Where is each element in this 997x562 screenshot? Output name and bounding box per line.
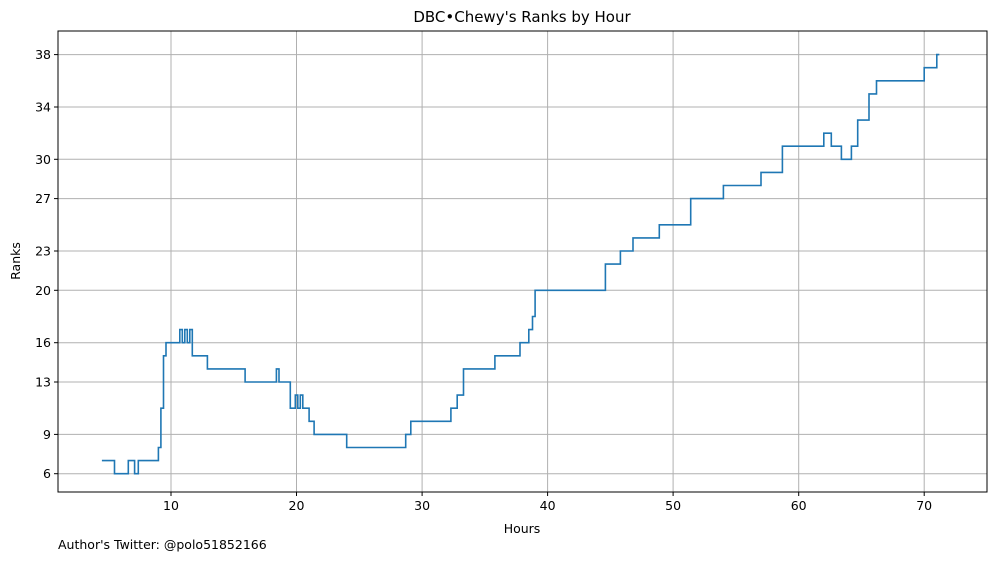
y-tick-label: 20: [35, 283, 51, 298]
y-tick-label: 13: [35, 375, 51, 390]
y-tick-label: 23: [35, 244, 51, 259]
y-axis: 6 9 13 16 20 23 27 30 34 38: [35, 47, 58, 481]
y-tick-label: 16: [35, 335, 51, 350]
x-tick-label: 50: [665, 498, 681, 513]
grid-lines: [58, 31, 987, 492]
rank-series-line: [101, 53, 940, 475]
chart-title: DBC•Chewy's Ranks by Hour: [413, 8, 631, 26]
x-tick-label: 60: [791, 498, 807, 513]
y-tick-label: 6: [43, 466, 51, 481]
series-layer: [101, 53, 940, 475]
x-tick-label: 10: [163, 498, 179, 513]
x-tick-label: 70: [916, 498, 932, 513]
x-tick-label: 30: [414, 498, 430, 513]
author-credit: Author's Twitter: @polo51852166: [58, 537, 267, 552]
y-tick-label: 38: [35, 47, 51, 62]
plot-frame: [57, 30, 988, 493]
x-tick-label: 40: [540, 498, 556, 513]
y-tick-label: 9: [43, 427, 51, 442]
y-tick-label: 27: [35, 191, 51, 206]
y-tick-label: 34: [35, 100, 51, 115]
x-axis: 10 20 30 40 50 60 70: [163, 492, 932, 513]
y-axis-label: Ranks: [8, 242, 23, 280]
y-tick-label: 30: [35, 152, 51, 167]
x-axis-label: Hours: [504, 521, 541, 536]
x-tick-label: 20: [289, 498, 305, 513]
